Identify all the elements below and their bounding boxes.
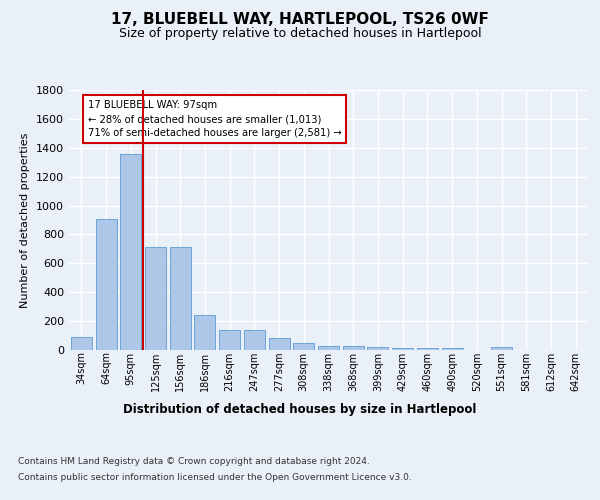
Text: Contains HM Land Registry data © Crown copyright and database right 2024.: Contains HM Land Registry data © Crown c… <box>18 458 370 466</box>
Bar <box>417 348 438 350</box>
Text: 17 BLUEBELL WAY: 97sqm
← 28% of detached houses are smaller (1,013)
71% of semi-: 17 BLUEBELL WAY: 97sqm ← 28% of detached… <box>88 100 341 138</box>
Text: 17, BLUEBELL WAY, HARTLEPOOL, TS26 0WF: 17, BLUEBELL WAY, HARTLEPOOL, TS26 0WF <box>111 12 489 28</box>
Bar <box>95 220 116 350</box>
Bar <box>145 248 166 350</box>
Bar <box>170 248 191 350</box>
Bar <box>194 314 215 350</box>
Bar <box>442 348 463 350</box>
Text: Size of property relative to detached houses in Hartlepool: Size of property relative to detached ho… <box>119 28 481 40</box>
Bar <box>392 348 413 350</box>
Y-axis label: Number of detached properties: Number of detached properties <box>20 132 31 308</box>
Bar <box>491 347 512 350</box>
Bar <box>120 154 141 350</box>
Bar <box>269 338 290 350</box>
Bar <box>71 337 92 350</box>
Bar <box>343 346 364 350</box>
Bar <box>293 343 314 350</box>
Bar <box>367 347 388 350</box>
Bar <box>244 330 265 350</box>
Text: Contains public sector information licensed under the Open Government Licence v3: Contains public sector information licen… <box>18 472 412 482</box>
Text: Distribution of detached houses by size in Hartlepool: Distribution of detached houses by size … <box>124 402 476 415</box>
Bar <box>219 330 240 350</box>
Bar <box>318 346 339 350</box>
